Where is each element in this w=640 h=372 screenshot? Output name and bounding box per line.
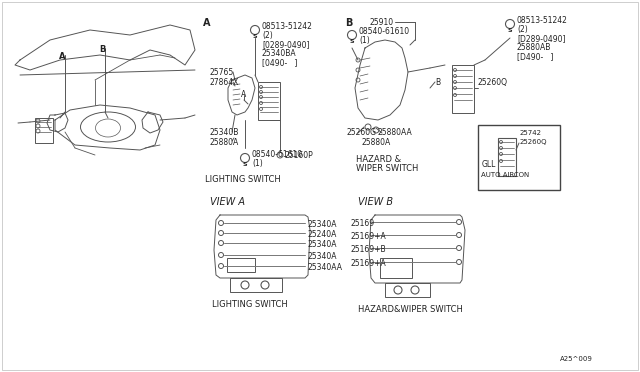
Bar xyxy=(258,82,280,120)
Bar xyxy=(498,138,516,176)
Text: A: A xyxy=(59,52,65,61)
Text: 25340BA: 25340BA xyxy=(262,49,296,58)
Text: 25169: 25169 xyxy=(351,219,375,228)
Bar xyxy=(452,65,474,113)
Text: 25340AA: 25340AA xyxy=(308,263,343,272)
Text: (1): (1) xyxy=(252,159,263,168)
Bar xyxy=(35,118,53,143)
Text: 25742: 25742 xyxy=(520,130,542,136)
Bar xyxy=(385,283,430,297)
Text: 25880AA: 25880AA xyxy=(378,128,413,137)
Text: (2): (2) xyxy=(262,31,273,40)
Text: (1): (1) xyxy=(359,36,370,45)
Text: VIEW B: VIEW B xyxy=(358,197,393,207)
Text: S: S xyxy=(349,38,355,44)
Text: WIPER SWITCH: WIPER SWITCH xyxy=(356,164,419,173)
Text: A: A xyxy=(241,90,246,99)
Text: 25765: 25765 xyxy=(210,68,234,77)
Text: GLL: GLL xyxy=(482,160,497,169)
Bar xyxy=(380,258,412,278)
Text: [D490-   ]: [D490- ] xyxy=(517,52,554,61)
Text: HAZARD &: HAZARD & xyxy=(356,155,401,164)
Bar xyxy=(230,278,282,292)
Text: VIEW A: VIEW A xyxy=(210,197,245,207)
Text: 25260Q: 25260Q xyxy=(478,78,508,87)
Text: B: B xyxy=(99,45,105,54)
Text: 25340A: 25340A xyxy=(308,220,337,229)
Text: 25340A: 25340A xyxy=(308,252,337,261)
Text: A25^009: A25^009 xyxy=(560,356,593,362)
Text: S: S xyxy=(253,33,257,38)
Text: 25169+A: 25169+A xyxy=(351,259,387,268)
Text: S: S xyxy=(243,161,247,167)
Text: 25160P: 25160P xyxy=(285,151,314,160)
Text: B: B xyxy=(345,18,353,28)
Text: (2): (2) xyxy=(517,25,528,34)
Text: 25340B: 25340B xyxy=(210,128,239,137)
Text: 25260Q: 25260Q xyxy=(520,139,547,145)
Text: 25169+B: 25169+B xyxy=(351,245,387,254)
Text: HAZARD&WIPER SWITCH: HAZARD&WIPER SWITCH xyxy=(358,305,463,314)
Text: 08513-51242: 08513-51242 xyxy=(262,22,313,31)
Text: A: A xyxy=(203,18,211,28)
Text: 25240A: 25240A xyxy=(308,230,337,239)
Text: 25880A: 25880A xyxy=(210,138,239,147)
Bar xyxy=(227,258,255,272)
Text: 25910: 25910 xyxy=(370,18,394,27)
Bar xyxy=(478,125,560,190)
Text: S: S xyxy=(508,28,512,32)
Text: [0490-   ]: [0490- ] xyxy=(262,58,298,67)
Text: [0289-0490]: [0289-0490] xyxy=(262,40,310,49)
Text: LIGHTING SWITCH: LIGHTING SWITCH xyxy=(205,175,281,184)
Text: 25880A: 25880A xyxy=(362,138,391,147)
Text: AUTO AIRCON: AUTO AIRCON xyxy=(481,172,529,178)
Text: 08513-51242: 08513-51242 xyxy=(517,16,568,25)
Text: [D289-0490]: [D289-0490] xyxy=(517,34,566,43)
Text: LIGHTING SWITCH: LIGHTING SWITCH xyxy=(212,300,288,309)
Text: 27864X: 27864X xyxy=(210,78,239,87)
Text: 25169+A: 25169+A xyxy=(351,232,387,241)
Text: 08540-61610: 08540-61610 xyxy=(252,150,303,159)
Text: 25340A: 25340A xyxy=(308,240,337,249)
Text: 25260G: 25260G xyxy=(347,128,377,137)
Text: 08540-61610: 08540-61610 xyxy=(359,27,410,36)
Text: 25880AB: 25880AB xyxy=(517,43,552,52)
Text: B: B xyxy=(435,78,440,87)
